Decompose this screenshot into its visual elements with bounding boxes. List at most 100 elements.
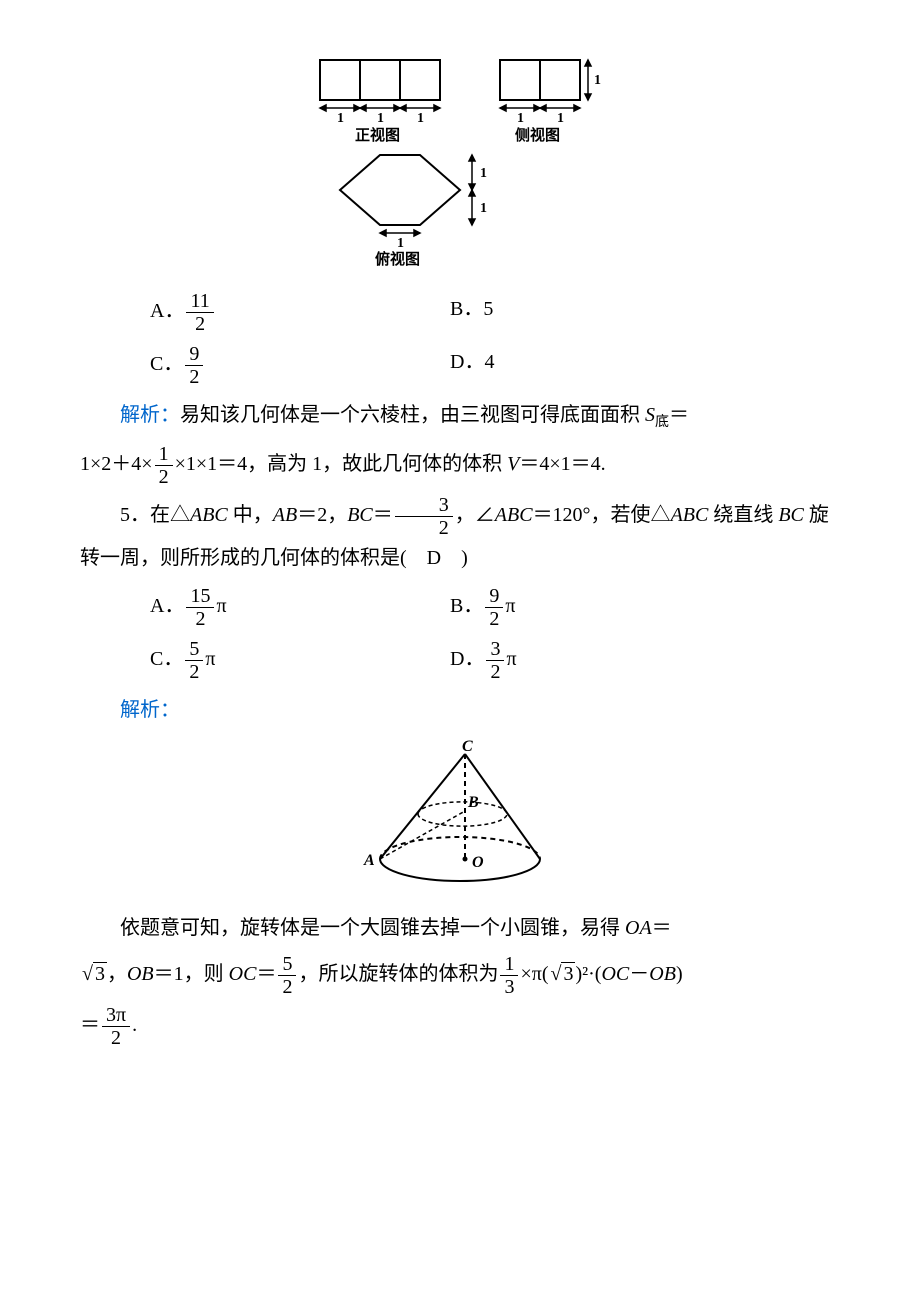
option-c-prefix: C．: [150, 648, 183, 670]
q5-option-row-2: C．52π D．32π: [150, 638, 840, 683]
q5-option-c: C．52π: [150, 638, 450, 683]
eq: ＝: [80, 1014, 100, 1036]
var-V: V: [507, 453, 519, 475]
analysis-text: ＝1，则: [154, 963, 229, 985]
frac-num: 9: [185, 343, 203, 366]
frac-den: 2: [278, 976, 296, 998]
q5-option-row-1: A．152π B．92π: [150, 585, 840, 630]
frac-num: 5: [278, 953, 296, 976]
analysis-text: )²·(: [575, 963, 601, 985]
stem-text: ＝2，: [297, 504, 347, 526]
var-BC: BC: [778, 504, 804, 526]
option-a-prefix: A．: [150, 300, 184, 322]
analysis-text: ＝4×1＝4.: [519, 453, 605, 475]
dim-1: 1: [480, 166, 487, 181]
var-AB: AB: [273, 504, 297, 526]
q5-stem: 5．在△ABC 中，AB＝2，BC＝32，∠ABC＝120°，若使△ABC 绕直…: [80, 494, 840, 577]
var-BC: BC: [347, 504, 373, 526]
label-C: C: [462, 739, 473, 755]
analysis-text: ，所以旋转体的体积为: [298, 963, 498, 985]
frac-num: 3: [486, 638, 504, 661]
frac-den: 2: [185, 366, 203, 388]
pi: π: [205, 648, 215, 670]
analysis-label: 解析：: [120, 404, 180, 426]
frac-num: 1: [155, 443, 173, 466]
frac-den: 2: [395, 517, 453, 539]
sqrt-3: 3: [93, 962, 107, 985]
q4-analysis-line2: 1×2＋4×12×1×1＝4，高为 1，故此几何体的体积 V＝4×1＝4.: [80, 443, 840, 488]
analysis-text: 1×2＋4×: [80, 453, 153, 475]
var-OB: OB: [649, 963, 676, 985]
frac-num: 9: [485, 585, 503, 608]
option-a-prefix: A．: [150, 595, 184, 617]
analysis-text: ×π(: [520, 963, 548, 985]
q5-option-a: A．152π: [150, 585, 450, 630]
q5-option-d: D．32π: [450, 638, 517, 683]
eq: ＝: [256, 963, 276, 985]
frac-den: 2: [186, 313, 213, 335]
option-c-prefix: C．: [150, 353, 183, 375]
stem-text: 5．在△: [120, 504, 190, 526]
frac-den: 2: [186, 608, 214, 630]
q4-option-b: B．5: [450, 290, 493, 335]
var-OC: OC: [601, 963, 629, 985]
three-views-figure: 1 1 1 正视图 1 1 1 侧视图 1 1: [80, 50, 840, 270]
eq: ＝: [652, 917, 672, 939]
var-OB: OB: [127, 963, 154, 985]
q5-option-b: B．92π: [450, 585, 515, 630]
dim-1: 1: [417, 111, 424, 126]
q5-analysis-line1: 依题意可知，旋转体是一个大圆锥去掉一个小圆锥，易得 OA＝: [80, 909, 840, 947]
dim-1: 1: [517, 111, 524, 126]
pi: π: [505, 595, 515, 617]
dim-1: 1: [594, 73, 601, 88]
var-ABC: ABC: [671, 504, 709, 526]
frac-num: 1: [500, 953, 518, 976]
stem-text: 中，: [228, 504, 273, 526]
dim-1: 1: [397, 236, 404, 251]
frac-num: 15: [186, 585, 214, 608]
three-views-svg: 1 1 1 正视图 1 1 1 侧视图 1 1: [280, 50, 640, 270]
var-S: S: [645, 404, 655, 426]
frac-den: 2: [155, 466, 173, 488]
minus: －: [629, 963, 649, 985]
dim-1: 1: [377, 111, 384, 126]
frac-den: 3: [500, 976, 518, 998]
period: .: [132, 1014, 137, 1036]
q4-option-a: A．112: [150, 290, 450, 335]
dim-1: 1: [557, 111, 564, 126]
analysis-label: 解析：: [120, 699, 180, 721]
q5-analysis-label-line: 解析：: [80, 691, 840, 729]
frac-num: 3: [395, 494, 453, 517]
q4-analysis-line1: 解析：易知该几何体是一个六棱柱，由三视图可得底面面积 S底＝: [80, 396, 840, 437]
var-ABC: ABC: [190, 504, 228, 526]
stem-text: ＝: [373, 504, 393, 526]
q4-option-c: C．92: [150, 343, 450, 388]
label-O: O: [472, 854, 484, 871]
var-OC: OC: [229, 963, 257, 985]
frac-num: 3π: [102, 1004, 130, 1027]
dim-1: 1: [337, 111, 344, 126]
q4-option-d: D．4: [450, 343, 494, 388]
analysis-text: ×1×1＝4，高为 1，故此几何体的体积: [175, 453, 508, 475]
top-view-label: 俯视图: [375, 250, 420, 268]
dim-1: 1: [480, 201, 487, 216]
frac-den: 2: [485, 608, 503, 630]
sqrt-3: 3: [561, 962, 575, 985]
q4-option-row-2: C．92 D．4: [150, 343, 840, 388]
var-OA: OA: [625, 917, 652, 939]
frac-den: 2: [102, 1027, 130, 1049]
pi: π: [216, 595, 226, 617]
side-view-label: 侧视图: [515, 126, 560, 144]
option-d-prefix: D．: [450, 648, 484, 670]
analysis-text: 依题意可知，旋转体是一个大圆锥去掉一个小圆锥，易得: [120, 917, 625, 939]
eq: ＝: [669, 404, 689, 426]
stem-text: ＝120°，若使△: [533, 504, 671, 526]
sub-base: 底: [655, 415, 669, 430]
label-B: B: [467, 794, 479, 811]
front-view-label: 正视图: [355, 126, 400, 144]
stem-text: ，∠: [455, 504, 495, 526]
frac-num: 5: [185, 638, 203, 661]
stem-text: 绕直线: [708, 504, 778, 526]
q5-analysis-line3: ＝3π2.: [80, 1004, 840, 1049]
cone-svg: C B A O: [350, 739, 570, 889]
